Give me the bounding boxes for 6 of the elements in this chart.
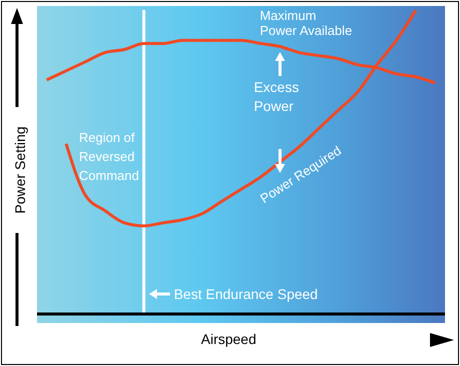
annotation: Excess Power <box>254 78 300 116</box>
annotation: Best Endurance Speed <box>174 286 318 302</box>
x-axis-title: Airspeed <box>195 331 262 347</box>
annotation: Region of Reversed Command <box>79 129 140 185</box>
series-label: Maximum Power Available <box>260 8 354 38</box>
y-axis-title: Power Setting <box>12 107 28 233</box>
